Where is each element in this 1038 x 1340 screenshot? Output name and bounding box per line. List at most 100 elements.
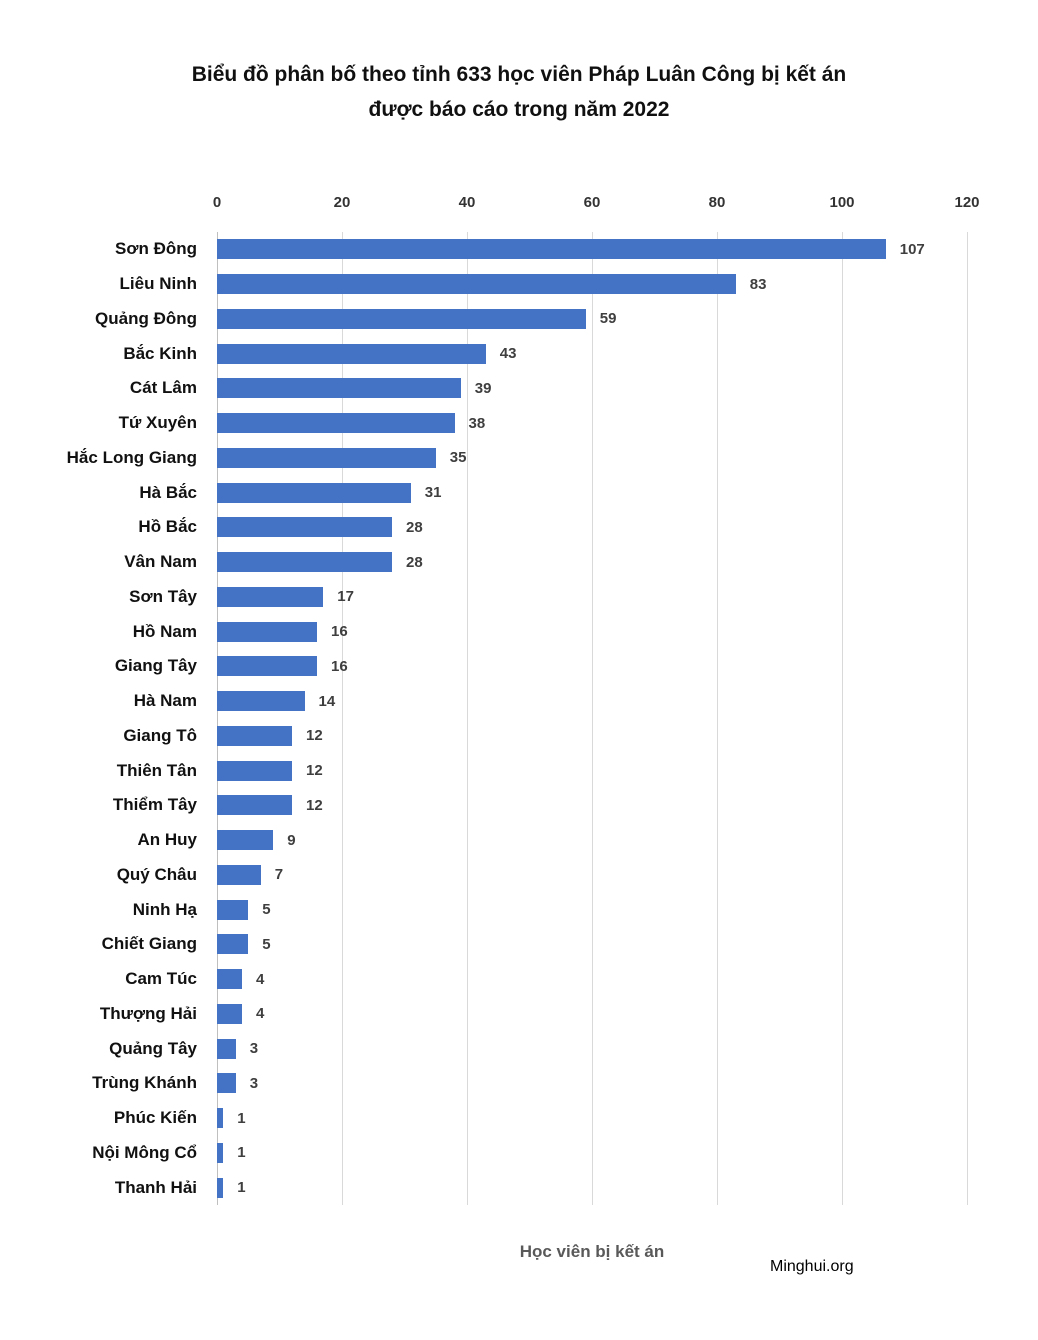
- category-label: Liêu Ninh: [119, 274, 197, 294]
- category-label: Giang Tây: [114, 656, 197, 676]
- bar-row: Sơn Tây 17: [0, 580, 1038, 615]
- value-label: 107: [899, 240, 925, 258]
- value-label: 3: [249, 1074, 259, 1092]
- value-label: 3: [249, 1040, 259, 1058]
- bar: [217, 760, 292, 781]
- gridline: [967, 232, 968, 1205]
- bar-row: Giang Tây 16: [0, 649, 1038, 684]
- bar: [217, 1003, 242, 1024]
- bar-row: Liêu Ninh 83: [0, 267, 1038, 302]
- bar-area: 9: [217, 823, 1038, 858]
- value-label: 1: [237, 1144, 246, 1162]
- value-label: 16: [331, 623, 348, 641]
- chart-title: Biểu đồ phân bố theo tỉnh 633 học viên P…: [0, 57, 1038, 127]
- value-label: 59: [599, 310, 617, 328]
- bar-area: 28: [217, 510, 1038, 545]
- bar: [217, 934, 249, 955]
- value-label: 1: [237, 1179, 246, 1197]
- bar-area: 5: [217, 927, 1038, 962]
- category-label: An Huy: [137, 830, 198, 850]
- value-label: 14: [318, 692, 336, 710]
- bar: [217, 413, 455, 434]
- bar: [217, 1108, 224, 1129]
- category-label: Quảng Tây: [109, 1038, 197, 1058]
- bar-row: Hồ Nam 16: [0, 614, 1038, 649]
- bar-area: 12: [217, 788, 1038, 823]
- bar-area: 1: [217, 1101, 1038, 1136]
- category-label: Hà Bắc: [139, 482, 197, 502]
- value-label: 35: [449, 449, 467, 467]
- bar-row: Bắc Kinh 43: [0, 336, 1038, 371]
- x-tick-label: 0: [212, 194, 222, 211]
- category-label: Thanh Hải: [114, 1177, 197, 1197]
- bar-row: Hà Bắc 31: [0, 475, 1038, 510]
- category-label: Thượng Hải: [99, 1003, 197, 1023]
- chart-title-line-1: Biểu đồ phân bố theo tỉnh 633 học viên P…: [191, 63, 847, 86]
- bar-area: 28: [217, 545, 1038, 580]
- bar-row: Thiểm Tây 12: [0, 788, 1038, 823]
- category-label: Sơn Tây: [129, 586, 197, 606]
- value-label: 5: [262, 901, 271, 919]
- bar: [217, 1142, 224, 1163]
- value-label: 4: [256, 970, 265, 988]
- gridline: [342, 232, 343, 1205]
- bar-area: 16: [217, 614, 1038, 649]
- gridline: [717, 232, 718, 1205]
- bar-area: 14: [217, 684, 1038, 719]
- bar-row: Sơn Đông 107: [0, 232, 1038, 267]
- plot-area: [217, 232, 968, 1205]
- bar: [217, 899, 249, 920]
- bar-row: Giang Tô 12: [0, 719, 1038, 754]
- bar-row: Trùng Khánh 3: [0, 1066, 1038, 1101]
- category-label: Hồ Bắc: [138, 517, 197, 537]
- bar-area: 59: [217, 302, 1038, 337]
- bar-area: 3: [217, 1031, 1038, 1066]
- bar-area: 3: [217, 1066, 1038, 1101]
- bar-row: Ninh Hạ 5: [0, 892, 1038, 927]
- bar: [217, 378, 461, 399]
- bar: [217, 1073, 236, 1094]
- value-label: 38: [468, 414, 486, 432]
- bar-rows: Sơn Đông 107 Liêu Ninh 83 Quảng Đông 59 Bắc Ki…: [0, 232, 1038, 1205]
- value-label: 83: [749, 275, 767, 293]
- bar: [217, 725, 292, 746]
- bar: [217, 656, 317, 677]
- bar-row: Hồ Bắc 28: [0, 510, 1038, 545]
- bar-row: Tứ Xuyên 38: [0, 406, 1038, 441]
- value-label: 5: [262, 935, 271, 953]
- gridline: [467, 232, 468, 1205]
- category-label: Hồ Nam: [132, 621, 197, 641]
- bar-area: 5: [217, 892, 1038, 927]
- bar-area: 16: [217, 649, 1038, 684]
- value-label: 17: [337, 588, 354, 606]
- value-label: 28: [406, 553, 423, 571]
- bar: [217, 1038, 236, 1059]
- x-tick-label: 20: [333, 194, 351, 211]
- bar-area: 12: [217, 753, 1038, 788]
- category-label: Bắc Kinh: [123, 343, 197, 363]
- bar: [217, 274, 736, 295]
- bar-row: Cát Lâm 39: [0, 371, 1038, 406]
- category-label: Cát Lâm: [129, 378, 197, 398]
- bar: [217, 343, 486, 364]
- bar-row: Quảng Tây 3: [0, 1031, 1038, 1066]
- bar: [217, 1177, 224, 1198]
- value-label: 28: [406, 518, 423, 536]
- value-label: 9: [287, 831, 296, 849]
- x-axis-title: Học viên bị kết án: [519, 1242, 665, 1261]
- bar: [217, 830, 274, 851]
- bar-area: 43: [217, 336, 1038, 371]
- value-label: 16: [331, 657, 348, 675]
- x-tick-label: 100: [829, 194, 855, 211]
- chart-title-line-2: được báo cáo trong năm 2022: [368, 98, 670, 121]
- bar-area: 4: [217, 962, 1038, 997]
- bar-area: 83: [217, 267, 1038, 302]
- value-label: 12: [306, 727, 323, 745]
- category-label: Nội Mông Cổ: [92, 1142, 197, 1162]
- bar-row: Nội Mông Cổ 1: [0, 1136, 1038, 1171]
- bar: [217, 482, 411, 503]
- bar-area: 107: [217, 232, 1038, 267]
- category-label: Ninh Hạ: [132, 899, 197, 919]
- value-label: 43: [499, 345, 517, 363]
- value-label: 31: [424, 484, 442, 502]
